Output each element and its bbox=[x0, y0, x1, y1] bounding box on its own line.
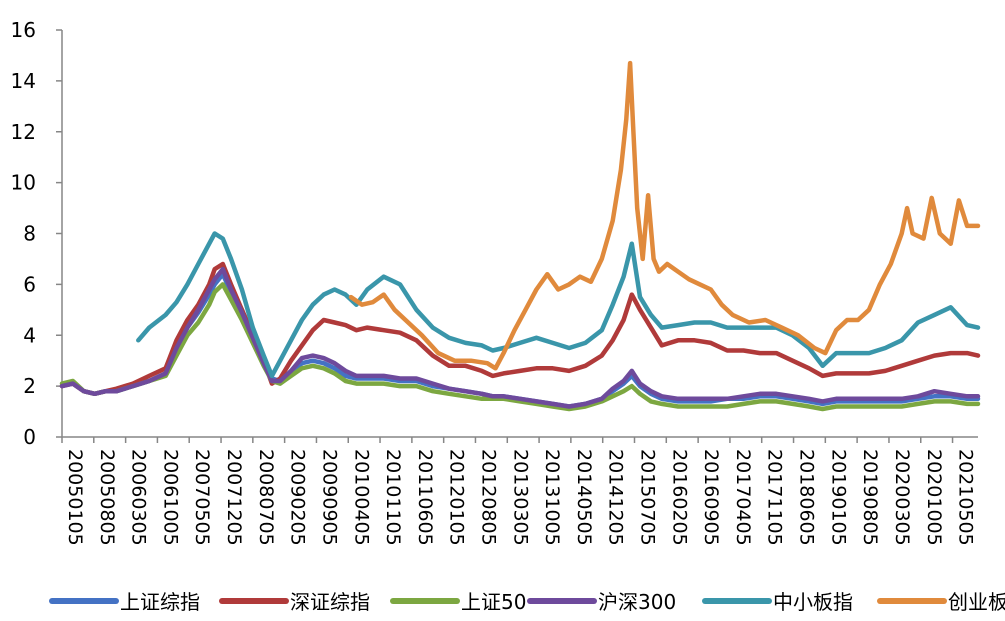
x-tick-label: 20101105 bbox=[382, 449, 404, 546]
legend-label: 上证综指 bbox=[120, 590, 200, 614]
x-tick-label: 20090205 bbox=[287, 449, 309, 546]
x-tick-label: 20090905 bbox=[318, 449, 340, 546]
x-tick-label: 20130305 bbox=[509, 449, 531, 546]
y-tick-label: 4 bbox=[23, 323, 36, 347]
x-tick-label: 20140505 bbox=[573, 449, 595, 546]
x-tick-label: 20190805 bbox=[859, 449, 881, 546]
x-tick-label: 20120105 bbox=[446, 449, 468, 546]
legend: 上证综指 深证综指 上证50 沪深300 中小板指 创业板指 bbox=[49, 590, 1005, 614]
series-line-3 bbox=[59, 282, 981, 412]
x-tick-label: 20160905 bbox=[700, 449, 722, 546]
x-tick-label: 20170405 bbox=[732, 449, 754, 546]
x-tick-label: 20110605 bbox=[414, 449, 436, 546]
y-axis: 0 2 4 6 8 10 12 14 16 bbox=[11, 18, 63, 449]
legend-label: 沪深300 bbox=[598, 590, 676, 614]
legend-label: 中小板指 bbox=[773, 590, 853, 614]
y-tick-label: 0 bbox=[23, 425, 36, 449]
legend-label: 创业板指 bbox=[948, 590, 1005, 614]
x-tick-label: 20210505 bbox=[955, 449, 977, 546]
series-layer bbox=[59, 60, 981, 412]
y-tick-label: 14 bbox=[11, 69, 36, 93]
x-tick-label: 20050805 bbox=[96, 449, 118, 546]
x-tick-label: 20141205 bbox=[605, 449, 627, 546]
x-tick-label: 20070505 bbox=[191, 449, 213, 546]
x-tick-label: 20071205 bbox=[223, 449, 245, 546]
x-tick-label: 20050105 bbox=[64, 449, 86, 546]
series-line-1 bbox=[59, 271, 981, 409]
x-tick-label: 20060305 bbox=[128, 449, 150, 546]
y-tick-label: 10 bbox=[11, 171, 36, 195]
x-tick-label: 20100405 bbox=[350, 449, 372, 546]
x-tick-label: 20160205 bbox=[668, 449, 690, 546]
series-line-4 bbox=[59, 266, 981, 409]
x-tick-label: 20120805 bbox=[477, 449, 499, 546]
x-tick-label: 20190105 bbox=[827, 449, 849, 546]
x-tick-label: 20061005 bbox=[159, 449, 181, 546]
series-line-6 bbox=[348, 60, 981, 371]
x-tick-label: 20200305 bbox=[891, 449, 913, 546]
series-line-5 bbox=[136, 231, 981, 379]
y-tick-label: 2 bbox=[23, 374, 36, 398]
x-tick-label: 20171105 bbox=[764, 449, 786, 546]
series-line-2 bbox=[59, 261, 981, 397]
x-tick-label: 20180605 bbox=[796, 449, 818, 546]
x-axis: 20050105 20050805 20060305 20061005 20070505… bbox=[61, 436, 978, 546]
legend-label: 上证50 bbox=[461, 590, 526, 614]
y-tick-label: 8 bbox=[23, 222, 36, 246]
y-tick-label: 6 bbox=[23, 272, 36, 296]
x-tick-label: 20201005 bbox=[923, 449, 945, 546]
legend-label: 深证综指 bbox=[290, 590, 370, 614]
y-tick-label: 16 bbox=[11, 18, 36, 42]
x-tick-label: 20080705 bbox=[255, 449, 277, 546]
y-tick-label: 12 bbox=[11, 120, 36, 144]
x-tick-label: 20131005 bbox=[541, 449, 563, 546]
x-tick-label: 20150705 bbox=[637, 449, 659, 546]
